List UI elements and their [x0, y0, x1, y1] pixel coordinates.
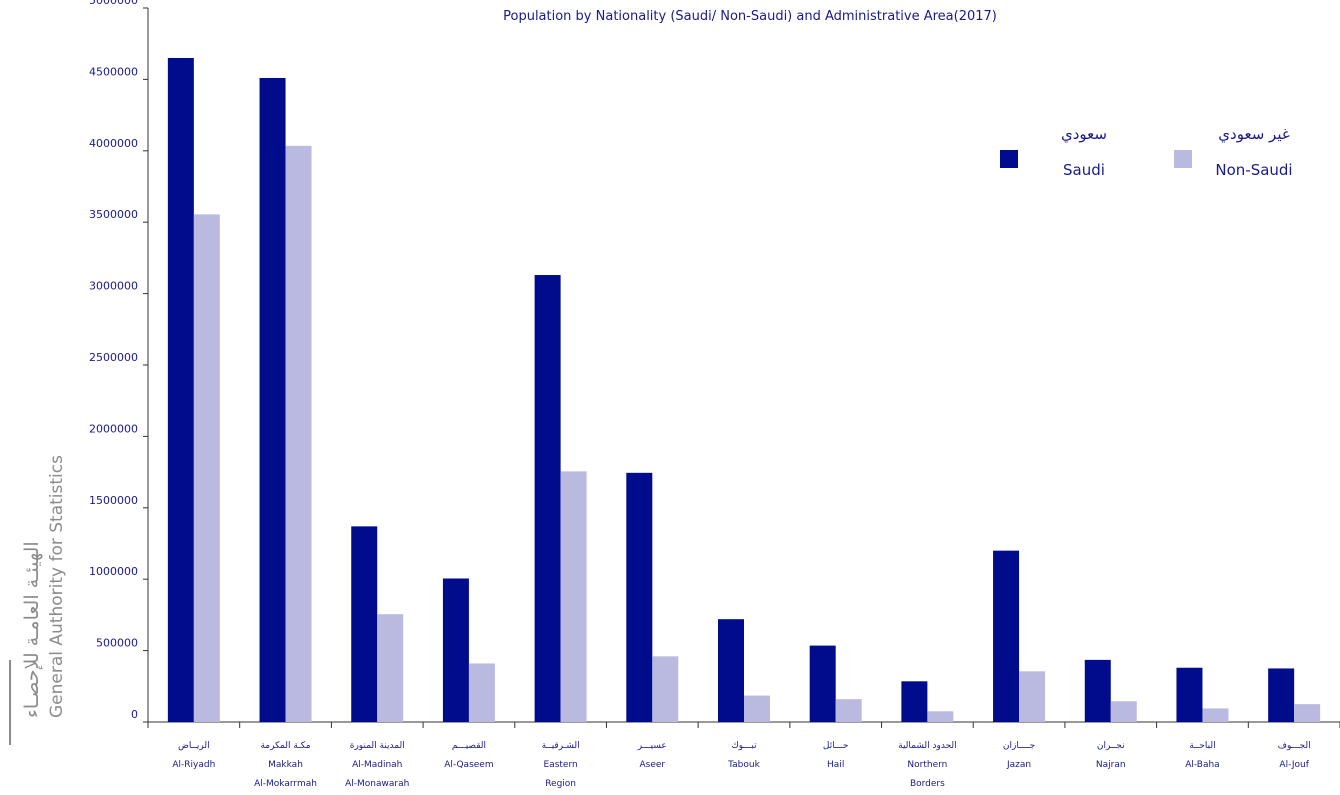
bar-non-saudi: [193, 214, 220, 722]
bar-non-saudi: [927, 711, 954, 722]
y-tick-label: 2000000: [89, 422, 138, 435]
y-tick-label: 4500000: [89, 65, 138, 78]
y-tick-label: 1000000: [89, 565, 138, 578]
category-label-english: Region: [545, 779, 576, 789]
bar-saudi: [626, 472, 653, 722]
category-label-english: Al-Jouf: [1279, 760, 1309, 770]
category-label-arabic: الشـرقيــة: [542, 741, 580, 751]
category-label-english: Al-Monawarah: [345, 779, 409, 789]
x-axis: [147, 721, 1340, 728]
category-label-arabic: نجــران: [1097, 741, 1125, 751]
bar-saudi: [167, 57, 194, 723]
legend-label-arabic-saudi: سعودي: [1061, 125, 1107, 144]
bar-non-saudi: [744, 695, 770, 722]
bar-non-saudi: [835, 699, 862, 722]
category-label-english: Tabouk: [727, 760, 760, 770]
category-label-english: Al-Madinah: [352, 760, 402, 770]
category-labels: الريــاض Al-Riyadh مكـة المكرمة Makkah Al-Mo…: [172, 741, 1310, 789]
logo-arabic-text: الهيئـة العامـة للإحصـاء: [21, 541, 43, 718]
bar-non-saudi: [1294, 704, 1321, 722]
category-label-english: Hail: [827, 760, 844, 770]
category-label-english: Al-Riyadh: [172, 760, 215, 770]
category-label-english: Aseer: [639, 760, 665, 770]
category-label-arabic: جــــازان: [1003, 741, 1035, 751]
legend-swatch-saudi: [1000, 150, 1018, 168]
category-label-arabic: الحدود الشمالية: [898, 741, 957, 751]
legend: سعودي Saudi غير سعودي Non-Saudi: [1000, 125, 1293, 179]
y-tick-label: 3500000: [89, 208, 138, 221]
bar-non-saudi: [1019, 671, 1046, 722]
bars: [167, 57, 1321, 723]
category-label-english: Al-Qaseem: [444, 760, 493, 770]
category-label-arabic: مكـة المكرمة: [260, 741, 310, 751]
bar-non-saudi: [468, 663, 495, 722]
legend-label-arabic-non-saudi: غير سعودي: [1218, 125, 1290, 144]
bar-non-saudi: [285, 145, 312, 722]
category-label-arabic: تبـــوك: [731, 741, 757, 751]
y-tick-label: 500000: [96, 637, 138, 650]
bar-saudi: [718, 619, 744, 722]
legend-swatch-non-saudi: [1174, 150, 1192, 168]
bar-saudi: [442, 578, 469, 722]
category-label-english: Jazan: [1006, 760, 1031, 770]
category-label-english: Northern: [907, 760, 947, 770]
legend-label-saudi: Saudi: [1063, 161, 1105, 179]
category-label-english: Eastern: [544, 760, 578, 770]
bar-saudi: [1084, 659, 1111, 722]
category-label-arabic: عسيـــر: [637, 741, 667, 751]
category-label-arabic: المدينة المنورة: [350, 741, 405, 751]
bar-saudi: [809, 645, 836, 722]
bar-non-saudi: [377, 614, 404, 722]
logo-english-text: General Authority for Statistics: [47, 455, 67, 718]
category-label-arabic: الريــاض: [178, 741, 210, 751]
bar-saudi: [259, 77, 286, 723]
chart-title: Population by Nationality (Saudi/ Non-Sa…: [503, 9, 997, 24]
category-label-english: Makkah: [268, 760, 303, 770]
y-tick-label: 2500000: [89, 351, 138, 364]
logo: الهيئـة العامـة للإحصـاء General Authori…: [9, 455, 67, 745]
category-label-english: Al-Baha: [1185, 760, 1220, 770]
y-tick-label: 3000000: [89, 280, 138, 293]
category-label-arabic: حـــائل: [823, 741, 849, 751]
category-label-english: Al-Mokarrmah: [254, 779, 317, 789]
bar-saudi: [534, 275, 561, 722]
bar-non-saudi: [1110, 701, 1137, 722]
bar-non-saudi: [652, 656, 679, 722]
y-tick-label: 5000000: [89, 0, 138, 7]
y-tick-label: 0: [131, 708, 138, 721]
y-tick-label: 1500000: [89, 494, 138, 507]
y-axis: 0 500000 1000000 1500000 2000000 2500000 30000…: [89, 0, 149, 723]
bar-saudi: [1176, 667, 1203, 722]
category-label-english: Borders: [910, 779, 945, 789]
category-label-english: Najran: [1096, 760, 1126, 770]
bar-non-saudi: [1202, 708, 1229, 722]
bar-saudi: [351, 526, 378, 722]
bar-saudi: [993, 550, 1020, 722]
category-label-arabic: القصيـــم: [452, 741, 486, 751]
bar-saudi: [901, 681, 928, 722]
legend-label-non-saudi: Non-Saudi: [1215, 161, 1292, 179]
category-label-arabic: الباحــة: [1189, 741, 1215, 751]
bar-saudi: [1268, 668, 1295, 722]
category-label-arabic: الجـــوف: [1278, 741, 1311, 751]
y-tick-label: 4000000: [89, 137, 138, 150]
bar-non-saudi: [560, 471, 587, 722]
